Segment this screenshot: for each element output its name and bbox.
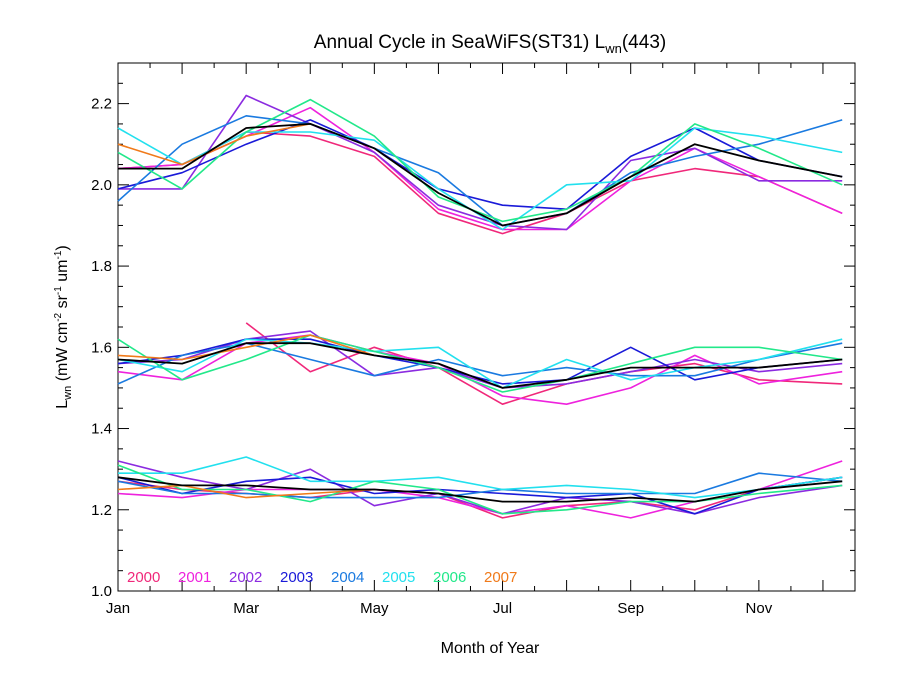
y-tick-label: 1.6 bbox=[91, 339, 112, 356]
series-line bbox=[117, 342, 843, 389]
series-line bbox=[117, 119, 843, 210]
legend-item-2004: 2004 bbox=[331, 569, 364, 586]
legend: 2000 2001 2002 2003 2004 2005 2006 2007 bbox=[127, 569, 517, 586]
series-line bbox=[117, 476, 843, 519]
series-2007 bbox=[117, 123, 375, 499]
series-line bbox=[117, 484, 375, 499]
y-tick-label: 1.2 bbox=[91, 502, 112, 519]
series-line bbox=[117, 460, 843, 515]
y-tick-label: 1.4 bbox=[91, 421, 112, 438]
x-axis-label: Month of Year bbox=[441, 640, 540, 657]
series-2003 bbox=[117, 119, 843, 515]
legend-item-2002: 2002 bbox=[229, 569, 262, 586]
x-tick-label: Jul bbox=[493, 600, 512, 617]
legend-item-2001: 2001 bbox=[178, 569, 211, 586]
legend-item-2000: 2000 bbox=[127, 569, 160, 586]
legend-item-2003: 2003 bbox=[280, 569, 313, 586]
series-2006 bbox=[117, 98, 843, 515]
series-line bbox=[245, 322, 843, 406]
series-line bbox=[118, 456, 843, 499]
series-2001 bbox=[117, 106, 843, 519]
series-line bbox=[118, 94, 843, 231]
chart-title: Annual Cycle in SeaWiFS(ST31) Lwn(443) bbox=[314, 32, 666, 56]
x-tick-label: Sep bbox=[617, 600, 644, 617]
series-line bbox=[117, 98, 843, 223]
series-line bbox=[117, 123, 311, 166]
series-2002 bbox=[117, 94, 843, 515]
series-line bbox=[117, 476, 843, 503]
x-tick-label: Jan bbox=[106, 600, 130, 617]
series-line bbox=[117, 338, 843, 389]
series-line bbox=[117, 472, 843, 499]
x-tick-label: Mar bbox=[233, 600, 259, 617]
series-line bbox=[117, 115, 843, 227]
series-line bbox=[117, 334, 375, 361]
y-tick-label: 1.8 bbox=[91, 258, 112, 275]
series-line bbox=[118, 123, 843, 227]
x-tick-label: May bbox=[360, 600, 389, 617]
legend-item-2005: 2005 bbox=[382, 569, 415, 586]
y-tick-label: 1.0 bbox=[91, 583, 112, 600]
y-tick-label: 2.2 bbox=[91, 96, 112, 113]
axis-ticks bbox=[117, 63, 855, 592]
series-line bbox=[117, 334, 843, 393]
series-line bbox=[117, 476, 843, 515]
series-mean bbox=[117, 123, 843, 503]
series-lines bbox=[117, 94, 843, 519]
series-2000 bbox=[117, 131, 843, 519]
legend-item-2006: 2006 bbox=[433, 569, 466, 586]
series-2005 bbox=[117, 127, 843, 499]
y-tick-label: 2.0 bbox=[91, 177, 112, 194]
axis-tick-labels: 1.0 1.2 1.4 1.6 1.8 2.0 2.2 Jan Mar May Jul Sep Nov bbox=[91, 96, 773, 617]
y-axis-label: Lwn (mW cm-2 sr-1 um-1) bbox=[53, 245, 74, 408]
legend-item-2007: 2007 bbox=[484, 569, 517, 586]
x-tick-label: Nov bbox=[746, 600, 773, 617]
